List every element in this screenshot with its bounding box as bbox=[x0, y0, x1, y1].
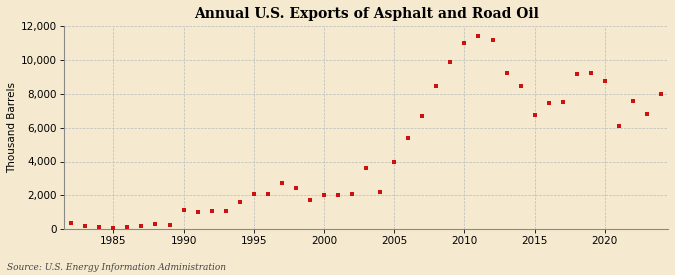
Point bbox=[473, 34, 484, 39]
Point bbox=[65, 221, 76, 226]
Point bbox=[585, 71, 596, 75]
Point bbox=[207, 209, 217, 214]
Point bbox=[304, 197, 315, 202]
Point bbox=[642, 112, 653, 116]
Point bbox=[375, 190, 385, 194]
Point bbox=[501, 71, 512, 75]
Point bbox=[571, 72, 582, 76]
Point bbox=[319, 193, 329, 197]
Point bbox=[136, 224, 147, 228]
Point bbox=[558, 100, 568, 104]
Point bbox=[529, 113, 540, 117]
Point bbox=[150, 222, 161, 226]
Title: Annual U.S. Exports of Asphalt and Road Oil: Annual U.S. Exports of Asphalt and Road … bbox=[194, 7, 539, 21]
Point bbox=[515, 84, 526, 89]
Point bbox=[360, 166, 371, 170]
Point bbox=[164, 223, 175, 227]
Point bbox=[487, 38, 498, 42]
Point bbox=[347, 192, 358, 197]
Point bbox=[599, 79, 610, 83]
Point bbox=[655, 92, 666, 96]
Point bbox=[220, 208, 231, 213]
Point bbox=[445, 60, 456, 64]
Point bbox=[333, 193, 344, 197]
Point bbox=[192, 210, 203, 214]
Point bbox=[277, 181, 288, 186]
Point bbox=[614, 124, 624, 128]
Point bbox=[389, 160, 400, 164]
Point bbox=[80, 224, 90, 228]
Point bbox=[263, 191, 273, 196]
Point bbox=[122, 224, 133, 229]
Point bbox=[403, 136, 414, 140]
Point bbox=[431, 84, 441, 89]
Point bbox=[94, 225, 105, 230]
Point bbox=[417, 114, 428, 118]
Point bbox=[290, 186, 301, 190]
Text: Source: U.S. Energy Information Administration: Source: U.S. Energy Information Administ… bbox=[7, 263, 225, 272]
Point bbox=[52, 224, 63, 229]
Point bbox=[628, 98, 639, 103]
Point bbox=[234, 200, 245, 204]
Point bbox=[459, 41, 470, 45]
Point bbox=[543, 101, 554, 105]
Point bbox=[178, 207, 189, 212]
Point bbox=[108, 226, 119, 230]
Point bbox=[248, 192, 259, 197]
Y-axis label: Thousand Barrels: Thousand Barrels bbox=[7, 82, 17, 173]
